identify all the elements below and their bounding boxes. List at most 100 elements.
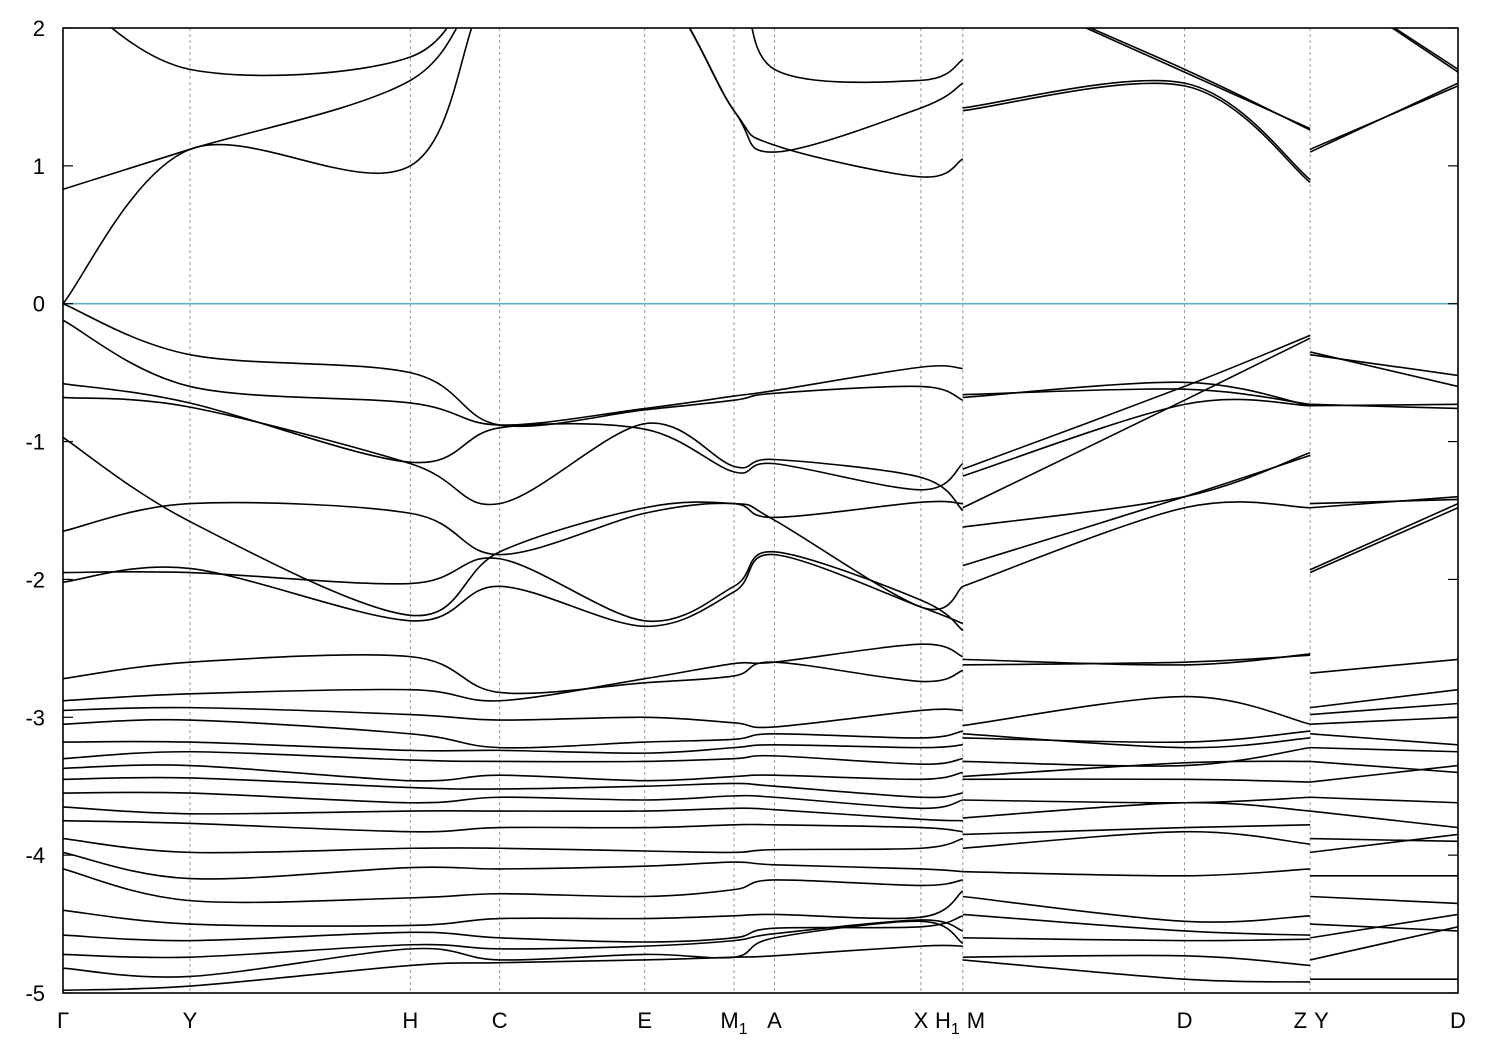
- band-line: [63, 319, 963, 426]
- band-line: [1310, 833, 1458, 854]
- band-line: [63, 553, 964, 628]
- band-line: [63, 654, 964, 695]
- band-line: [962, 778, 1311, 783]
- y-tick-label: -5: [25, 981, 45, 1006]
- kpoint-label: E: [637, 1008, 652, 1033]
- plot-frame: [62, 27, 1459, 994]
- y-tick-label: 1: [33, 154, 45, 179]
- x-axis-kpoint-labels: Γ Y H C E M1 A X H1 M D Z Y D: [57, 1008, 1466, 1038]
- band-line: [1309, 507, 1458, 574]
- band-line: [1310, 796, 1458, 804]
- band-line: [1390, 28, 1458, 73]
- band-line: [962, 398, 1311, 477]
- band-line: [1310, 403, 1458, 410]
- band-line: [962, 695, 1311, 727]
- band-line: [63, 919, 964, 959]
- band-line: [63, 868, 963, 904]
- band-line: [63, 302, 964, 428]
- band-line: [1309, 926, 1458, 961]
- band-line: [1310, 837, 1458, 843]
- band-line: [1310, 702, 1458, 716]
- band-line: [962, 451, 1311, 528]
- band-line: [1310, 810, 1458, 829]
- band-line: [1310, 895, 1458, 905]
- band-line: [63, 718, 963, 749]
- kpoint-label: M1: [720, 1008, 747, 1038]
- band-line: [962, 454, 1311, 567]
- band-line: [962, 760, 1311, 778]
- band-line: [1309, 502, 1458, 571]
- band-line: [1310, 760, 1458, 774]
- band-line: [1310, 733, 1458, 746]
- band-line: [63, 776, 963, 799]
- band-line: [962, 796, 1311, 804]
- band-line: [1088, 28, 1311, 131]
- band-line: [1310, 764, 1458, 783]
- band-line: [1309, 82, 1458, 153]
- band-line: [962, 653, 1311, 666]
- band-line: [1310, 498, 1458, 505]
- band-line: [63, 382, 964, 491]
- band-line: [63, 890, 964, 927]
- band-line: [63, 501, 964, 611]
- band-line: [63, 915, 964, 943]
- band-line: [63, 851, 963, 880]
- band-line: [962, 82, 1311, 184]
- band-line: [1310, 716, 1458, 725]
- band-line: [1309, 351, 1458, 388]
- band-line: [962, 334, 1311, 470]
- kpoint-label: Y: [183, 1008, 198, 1033]
- band-line: [63, 740, 963, 754]
- band-line: [63, 944, 963, 992]
- band-line: [63, 28, 964, 191]
- y-axis: -5 -4 -3 -2 -1 0 1 2: [25, 16, 1458, 1006]
- band-line: [962, 959, 1311, 983]
- band-line: [962, 730, 1311, 744]
- band-line: [63, 791, 963, 810]
- band-line: [962, 501, 1311, 588]
- band-line: [962, 895, 1311, 923]
- kpoint-label: Γ: [57, 1008, 69, 1033]
- kpoint-label: H: [402, 1008, 418, 1033]
- y-tick-label: -3: [25, 705, 45, 730]
- band-line: [962, 868, 1311, 877]
- band-line: [63, 837, 963, 854]
- band-line: [63, 819, 963, 833]
- kpoint-label: Y: [1314, 1008, 1329, 1033]
- kpoint-label: C: [492, 1008, 508, 1033]
- band-line: [1393, 28, 1458, 71]
- band-line: [1310, 658, 1458, 674]
- band-line: [962, 913, 1311, 936]
- bands: [63, 28, 1458, 992]
- band-line: [1310, 688, 1458, 709]
- band-line: [63, 396, 964, 512]
- kpoint-label: X: [914, 1008, 929, 1033]
- y-tick-label: 0: [33, 292, 45, 317]
- band-line: [1310, 746, 1458, 753]
- kpoint-label: D: [1177, 1008, 1193, 1033]
- band-line: [63, 28, 964, 305]
- band-line: [1310, 923, 1458, 932]
- band-line: [962, 381, 1311, 407]
- band-line: [63, 643, 964, 702]
- band-line: [962, 824, 1311, 836]
- y-tick-label: -4: [25, 843, 45, 868]
- band-line: [962, 801, 1311, 819]
- y-tick-label: 2: [33, 16, 45, 41]
- band-line: [63, 750, 963, 765]
- kpoint-label: A: [767, 1008, 782, 1033]
- band-line: [63, 706, 963, 729]
- band-line: [962, 937, 1311, 942]
- band-line: [962, 746, 1311, 767]
- band-line: [962, 733, 1311, 749]
- kpoint-label: H1: [935, 1008, 960, 1038]
- band-line: [962, 388, 1311, 406]
- band-line: [63, 436, 963, 617]
- band-line: [1310, 913, 1458, 939]
- y-tick-label: -2: [25, 567, 45, 592]
- band-line: [962, 79, 1311, 181]
- band-line: [962, 830, 1311, 850]
- y-tick-label: -1: [25, 430, 45, 455]
- band-line: [63, 551, 964, 632]
